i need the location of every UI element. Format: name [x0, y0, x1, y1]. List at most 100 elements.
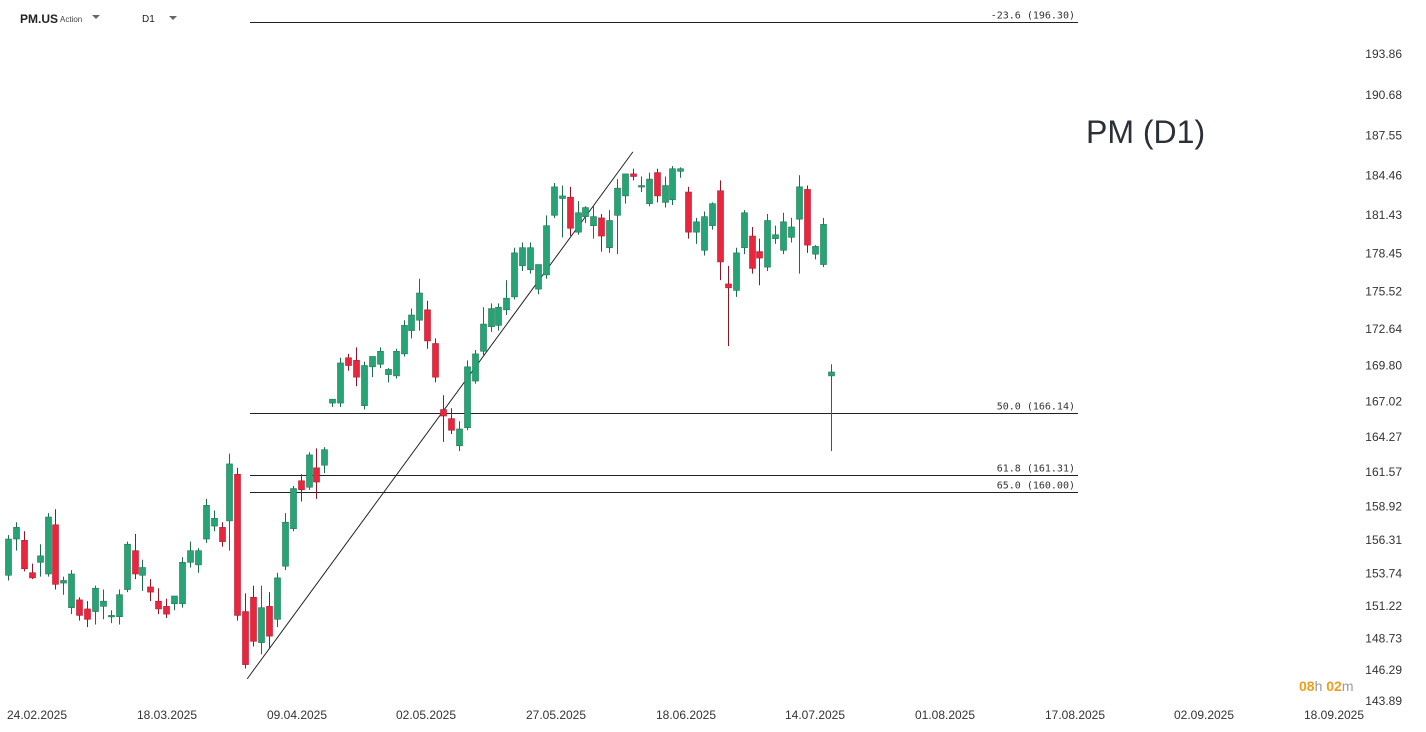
candle[interactable] [432, 338, 439, 383]
candle[interactable] [749, 226, 756, 274]
candle[interactable] [511, 247, 518, 300]
candle[interactable] [68, 570, 75, 615]
candle[interactable] [385, 368, 392, 383]
candle[interactable] [804, 185, 811, 253]
candle[interactable] [282, 513, 289, 571]
candle[interactable] [179, 557, 186, 608]
candle[interactable] [408, 308, 415, 339]
candle[interactable] [780, 212, 787, 255]
candle[interactable] [717, 180, 724, 281]
candle[interactable] [203, 498, 210, 543]
candle[interactable] [764, 214, 771, 272]
candle[interactable] [614, 179, 621, 255]
candle[interactable] [630, 168, 637, 181]
trend-line[interactable] [246, 151, 634, 680]
candle[interactable] [337, 357, 344, 407]
candle[interactable] [45, 513, 52, 577]
candle[interactable] [551, 182, 558, 218]
symbol-label[interactable]: PM.US [20, 12, 59, 26]
candle[interactable] [575, 201, 582, 235]
candle[interactable] [598, 214, 605, 252]
candle[interactable] [709, 202, 716, 230]
candle[interactable] [448, 408, 455, 435]
candle[interactable] [369, 356, 376, 378]
candle[interactable] [519, 242, 526, 272]
candle[interactable] [812, 245, 819, 260]
candle[interactable] [195, 548, 202, 573]
candle[interactable] [226, 453, 233, 551]
candle[interactable] [211, 510, 218, 532]
candle[interactable] [132, 533, 139, 580]
candle[interactable] [124, 541, 131, 593]
candle[interactable] [456, 421, 463, 451]
candle[interactable] [820, 217, 827, 268]
candle[interactable] [266, 592, 273, 650]
candle[interactable] [582, 206, 589, 224]
candle[interactable] [654, 168, 661, 203]
candle[interactable] [543, 215, 550, 279]
candle[interactable] [171, 595, 178, 611]
candle[interactable] [488, 303, 495, 332]
candle[interactable] [495, 303, 502, 331]
candle[interactable] [741, 210, 748, 255]
candle[interactable] [92, 585, 99, 625]
candle[interactable] [733, 247, 740, 297]
candle[interactable] [788, 217, 795, 243]
candle[interactable] [693, 217, 700, 244]
candle[interactable] [393, 348, 400, 379]
candle[interactable] [37, 544, 44, 577]
candle[interactable] [60, 576, 67, 595]
candle[interactable] [187, 541, 194, 568]
candle[interactable] [416, 278, 423, 331]
candle[interactable] [772, 225, 779, 244]
candle[interactable] [100, 589, 107, 620]
candle[interactable] [290, 485, 297, 532]
timeframe-label[interactable]: D1 [142, 14, 155, 25]
candle[interactable] [321, 447, 328, 473]
candle[interactable] [29, 563, 36, 580]
candle[interactable] [701, 211, 708, 256]
candle[interactable] [139, 559, 146, 591]
candle[interactable] [796, 175, 803, 274]
candle[interactable] [606, 210, 613, 253]
candle[interactable] [377, 347, 384, 369]
candle[interactable] [401, 320, 408, 357]
symbol-dropdown-chevron-icon[interactable] [92, 15, 100, 19]
candle[interactable] [685, 186, 692, 239]
candle[interactable] [329, 398, 336, 407]
candle[interactable] [345, 353, 352, 371]
candle[interactable] [638, 176, 645, 193]
candle[interactable] [234, 467, 241, 621]
candle[interactable] [21, 531, 28, 572]
candle[interactable] [622, 173, 629, 204]
candle[interactable] [361, 361, 368, 410]
candle[interactable] [5, 535, 12, 581]
candle[interactable] [76, 597, 83, 621]
candle[interactable] [559, 185, 566, 238]
candle[interactable] [472, 349, 479, 384]
candle[interactable] [535, 264, 542, 295]
candle[interactable] [274, 572, 281, 628]
candle[interactable] [756, 238, 763, 286]
candle[interactable] [313, 448, 320, 499]
candle[interactable] [677, 167, 684, 178]
candle[interactable] [480, 307, 487, 356]
candle[interactable] [828, 364, 835, 451]
candle[interactable] [662, 176, 669, 208]
candle[interactable] [567, 186, 574, 237]
candle[interactable] [440, 395, 447, 442]
candle[interactable] [725, 265, 732, 347]
candle[interactable] [155, 588, 162, 615]
candle[interactable] [219, 522, 226, 547]
candle[interactable] [669, 166, 676, 205]
candle[interactable] [464, 360, 471, 431]
candle[interactable] [242, 593, 249, 669]
candle[interactable] [250, 585, 257, 647]
candle[interactable] [116, 589, 123, 625]
candle[interactable] [353, 347, 360, 387]
timeframe-dropdown-chevron-icon[interactable] [169, 16, 177, 20]
candle[interactable] [424, 300, 431, 349]
candle[interactable] [147, 579, 154, 602]
candle[interactable] [503, 280, 510, 316]
